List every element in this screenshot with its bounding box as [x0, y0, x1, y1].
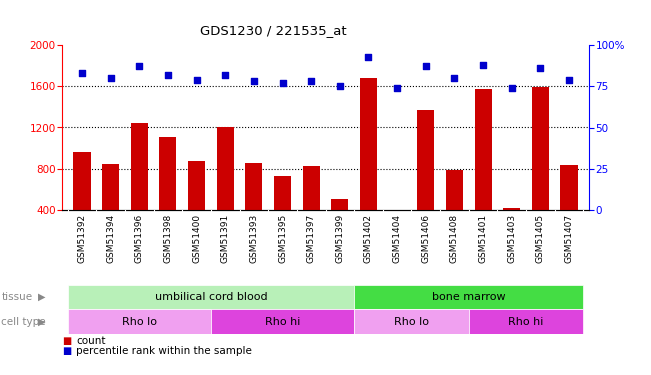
Text: GSM51401: GSM51401	[478, 214, 488, 263]
Text: percentile rank within the sample: percentile rank within the sample	[76, 346, 252, 355]
Bar	[446, 170, 463, 251]
Point	[249, 78, 259, 84]
Point	[564, 76, 574, 82]
Text: GSM51400: GSM51400	[192, 214, 201, 263]
Text: GSM51391: GSM51391	[221, 214, 230, 263]
Text: GSM51393: GSM51393	[249, 214, 258, 263]
Point	[335, 83, 345, 89]
Bar	[211, 309, 354, 334]
Text: GSM51398: GSM51398	[163, 214, 173, 263]
Text: GSM51397: GSM51397	[307, 214, 316, 263]
Text: GSM51407: GSM51407	[564, 214, 574, 263]
Bar	[389, 246, 406, 251]
Bar	[360, 78, 377, 251]
Text: tissue: tissue	[1, 292, 33, 302]
Bar	[503, 208, 520, 251]
Text: GDS1230 / 221535_at: GDS1230 / 221535_at	[200, 24, 347, 38]
Text: ■: ■	[62, 346, 71, 355]
Text: GSM51399: GSM51399	[335, 214, 344, 263]
Bar	[68, 309, 211, 334]
Point	[105, 75, 116, 81]
Text: GSM51403: GSM51403	[507, 214, 516, 263]
Text: Rho lo: Rho lo	[394, 316, 429, 327]
Bar	[331, 199, 348, 251]
Bar	[354, 285, 583, 309]
Bar	[274, 176, 291, 251]
Text: Rho hi: Rho hi	[265, 316, 300, 327]
Text: GSM51396: GSM51396	[135, 214, 144, 263]
Point	[449, 75, 460, 81]
Point	[277, 80, 288, 86]
Bar	[245, 163, 262, 251]
Text: cell type: cell type	[1, 316, 46, 327]
Point	[478, 62, 488, 68]
Bar	[102, 164, 119, 251]
Bar	[475, 89, 492, 251]
Point	[220, 72, 230, 78]
Text: bone marrow: bone marrow	[432, 292, 506, 302]
Point	[163, 72, 173, 78]
Text: GSM51406: GSM51406	[421, 214, 430, 263]
Bar	[303, 166, 320, 251]
Bar	[532, 87, 549, 251]
Point	[191, 76, 202, 82]
Text: GSM51392: GSM51392	[77, 214, 87, 263]
Bar	[159, 137, 176, 251]
Point	[77, 70, 87, 76]
Bar	[131, 123, 148, 251]
Text: ▶: ▶	[38, 292, 46, 302]
Text: GSM51402: GSM51402	[364, 214, 373, 263]
Text: count: count	[76, 336, 105, 346]
Text: GSM51408: GSM51408	[450, 214, 459, 263]
Point	[421, 63, 431, 69]
Bar	[469, 309, 583, 334]
Bar	[354, 309, 469, 334]
Text: GSM51395: GSM51395	[278, 214, 287, 263]
Bar	[74, 152, 90, 251]
Bar	[68, 285, 354, 309]
Text: ■: ■	[62, 336, 71, 346]
Bar	[417, 110, 434, 251]
Text: Rho lo: Rho lo	[122, 316, 157, 327]
Text: GSM51394: GSM51394	[106, 214, 115, 263]
Point	[535, 65, 546, 71]
Point	[392, 85, 402, 91]
Point	[306, 78, 316, 84]
Point	[363, 54, 374, 60]
Bar	[561, 165, 577, 251]
Point	[506, 85, 517, 91]
Bar	[188, 160, 205, 251]
Text: GSM51405: GSM51405	[536, 214, 545, 263]
Text: ▶: ▶	[38, 316, 46, 327]
Point	[134, 63, 145, 69]
Text: Rho hi: Rho hi	[508, 316, 544, 327]
Bar	[217, 128, 234, 251]
Text: umbilical cord blood: umbilical cord blood	[154, 292, 267, 302]
Text: GSM51404: GSM51404	[393, 214, 402, 263]
